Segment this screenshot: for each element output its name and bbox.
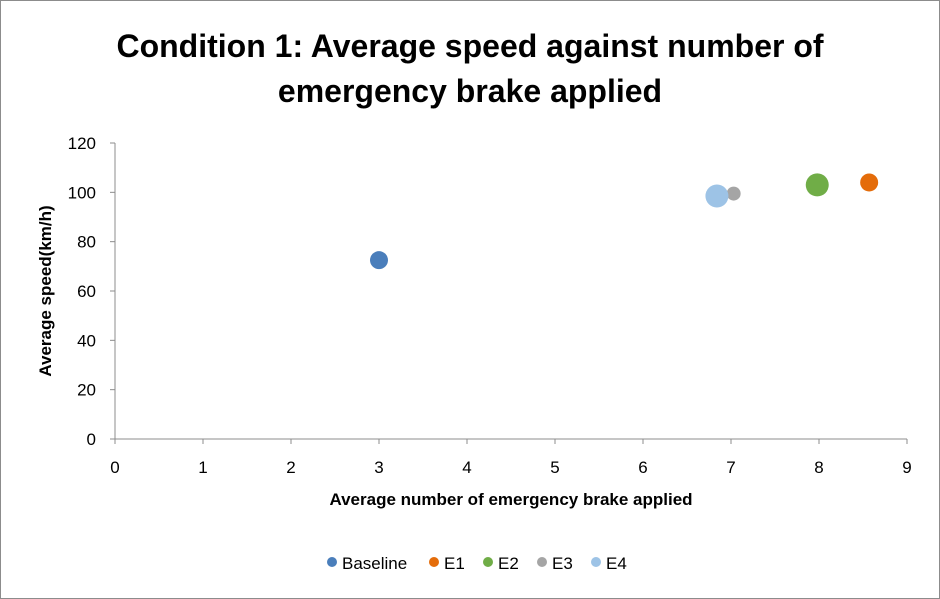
y-axis-ticks: 0 20 40 60 80 100 120: [68, 134, 115, 449]
legend-marker-e1: [429, 557, 439, 567]
legend-marker-e4: [591, 557, 601, 567]
x-tick-label: 7: [726, 458, 735, 477]
y-tick-label: 20: [77, 381, 96, 400]
y-tick-label: 120: [68, 134, 96, 153]
y-tick-label: 60: [77, 282, 96, 301]
data-point-e1: [860, 173, 879, 192]
data-point-baseline: [370, 251, 388, 270]
x-tick-label: 3: [374, 458, 383, 477]
data-point-e2: [805, 173, 829, 197]
x-axis-title: Average number of emergency brake applie…: [329, 490, 692, 509]
x-tick-label: 6: [638, 458, 647, 477]
x-tick-label: 4: [462, 458, 471, 477]
legend-label-e4: E4: [606, 554, 627, 573]
legend-label-baseline: Baseline: [342, 554, 407, 573]
y-axis-title: Average speed(km/h): [36, 205, 55, 376]
x-axis-ticks: 0 1 2 3 4 5 6 7 8 9: [110, 439, 912, 477]
data-point-e4: [705, 184, 729, 208]
y-tick-label: 80: [77, 233, 96, 252]
x-tick-label: 1: [198, 458, 207, 477]
data-point-e3: [726, 186, 741, 201]
chart-title-line-1: Condition 1: Average speed against numbe…: [116, 28, 823, 64]
legend-marker-e2: [483, 557, 493, 567]
y-tick-label: 100: [68, 183, 96, 202]
legend-marker-e3: [537, 557, 547, 567]
x-tick-label: 9: [902, 458, 911, 477]
legend: Baseline E1 E2 E3 E4: [327, 554, 627, 573]
x-tick-label: 0: [110, 458, 119, 477]
data-points: [370, 173, 879, 270]
x-tick-label: 2: [286, 458, 295, 477]
y-tick-label: 40: [77, 331, 96, 350]
legend-marker-baseline: [327, 557, 337, 567]
legend-label-e1: E1: [444, 554, 465, 573]
y-tick-label: 0: [87, 430, 96, 449]
x-tick-label: 8: [814, 458, 823, 477]
x-tick-label: 5: [550, 458, 559, 477]
legend-label-e3: E3: [552, 554, 573, 573]
chart-title-line-2: emergency brake applied: [278, 73, 662, 109]
legend-label-e2: E2: [498, 554, 519, 573]
